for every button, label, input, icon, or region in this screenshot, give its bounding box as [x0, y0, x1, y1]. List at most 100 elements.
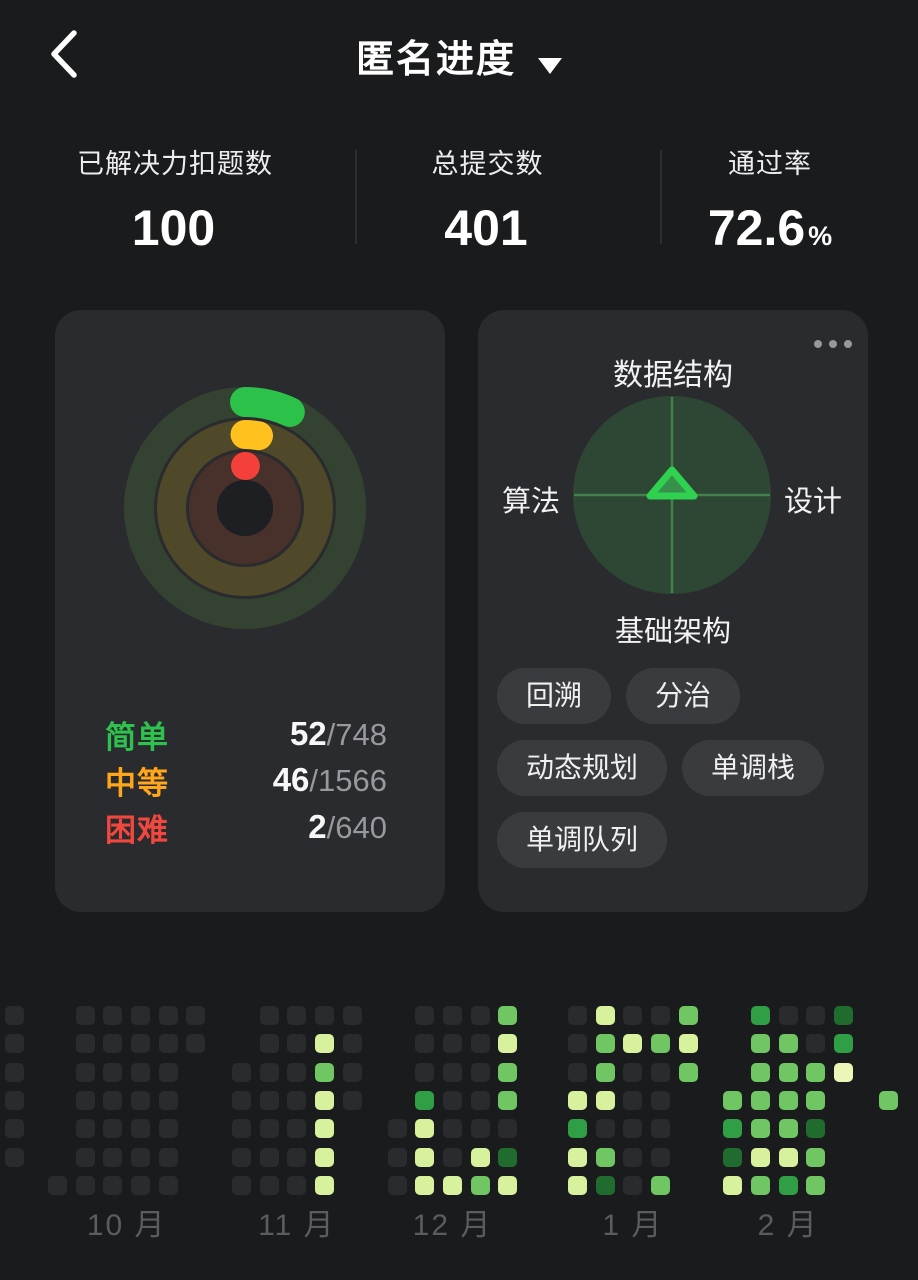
- heatmap-cell: [651, 1091, 670, 1111]
- heatmap-cell: [75, 1034, 95, 1054]
- tag-分治[interactable]: 分治: [626, 668, 741, 724]
- heatmap-cell: [315, 1147, 334, 1167]
- heatmap-cell: [387, 1176, 407, 1196]
- heatmap-cell: [287, 1119, 307, 1139]
- heatmap-cell: [498, 1147, 518, 1167]
- heatmap-cell: [415, 1176, 435, 1196]
- heatmap-cell: [259, 1147, 279, 1167]
- caret-down-icon: [538, 57, 562, 74]
- heatmap-cell: [833, 1006, 853, 1025]
- heatmap-cell: [443, 1062, 463, 1082]
- heatmap-cell: [750, 1119, 770, 1139]
- heatmap-cell: [186, 1006, 206, 1025]
- heatmap-cell: [287, 1091, 307, 1111]
- heatmap-cell: [623, 1034, 643, 1054]
- legend-label: 困难: [105, 812, 169, 848]
- legend-value: 46/1566: [272, 761, 387, 798]
- radar-label-bottom: 基础架构: [614, 616, 731, 648]
- heatmap-cell: [75, 1119, 95, 1139]
- heatmap-cell: [568, 1034, 587, 1054]
- stat-submissions: 总提交数 401: [345, 142, 630, 257]
- radar-chart: [573, 396, 771, 594]
- heatmap-cell: [48, 1176, 67, 1196]
- heatmap-cell: [75, 1176, 95, 1196]
- title-dropdown[interactable]: 匿名进度: [0, 28, 918, 83]
- heatmap-cell: [443, 1176, 463, 1196]
- heatmap-cell: [131, 1091, 150, 1111]
- heatmap-cell: [342, 1091, 362, 1111]
- stat-acceptance: 通过率 72.6%: [640, 142, 900, 257]
- tag-动态规划[interactable]: 动态规划: [497, 740, 668, 796]
- heatmap-cell: [315, 1034, 334, 1054]
- skills-radar-card: 数据结构 算法 设计 基础架构 回溯 分治 动态规划 单调栈 单调队列: [478, 310, 868, 912]
- heatmap-cell: [287, 1034, 307, 1054]
- legend-row: 简单 52/748: [105, 712, 387, 756]
- heatmap-cell: [387, 1147, 407, 1167]
- page-title: 匿名进度: [355, 39, 516, 81]
- heatmap-cell: [232, 1176, 251, 1196]
- heatmap-cell: [778, 1034, 798, 1054]
- header: 匿名进度: [0, 0, 918, 100]
- heatmap-cell: [470, 1091, 490, 1111]
- heatmap-cell: [568, 1006, 587, 1025]
- heatmap-cell: [498, 1062, 518, 1082]
- heatmap-cell: [723, 1119, 743, 1139]
- heatmap-cell: [5, 1147, 24, 1167]
- heatmap-cell: [443, 1091, 463, 1111]
- heatmap-cell: [623, 1147, 643, 1167]
- difficulty-card: 简单 52/748 中等 46/1566 困难 2/640: [55, 310, 445, 912]
- legend-label: 简单: [105, 719, 169, 755]
- heatmap-cell: [750, 1006, 770, 1025]
- heatmap-cell: [651, 1006, 670, 1025]
- heatmap-cell: [415, 1147, 435, 1167]
- heatmap-cell: [623, 1091, 643, 1111]
- heatmap-cell: [623, 1119, 643, 1139]
- heatmap-cell: [315, 1006, 334, 1025]
- tag-单调栈[interactable]: 单调栈: [682, 740, 825, 796]
- heatmap-cell: [342, 1034, 362, 1054]
- tag-单调队列[interactable]: 单调队列: [497, 812, 668, 868]
- heatmap-cell: [387, 1119, 407, 1139]
- heatmap-cell: [778, 1119, 798, 1139]
- heatmap-cell: [651, 1119, 670, 1139]
- heatmap-cell: [103, 1034, 123, 1054]
- heatmap-cell: [259, 1062, 279, 1082]
- heatmap-cell: [651, 1062, 670, 1082]
- stat-value: 401: [444, 200, 528, 256]
- heatmap-cell: [723, 1147, 743, 1167]
- heatmap-cell: [103, 1119, 123, 1139]
- heatmap-cell: [878, 1091, 898, 1111]
- legend-row: 困难 2/640: [105, 805, 387, 849]
- heatmap-cell: [651, 1147, 670, 1167]
- skill-tags: 回溯 分治动态规划 单调栈 单调队列: [497, 668, 853, 868]
- heatmap-cell: [470, 1147, 490, 1167]
- heatmap-month-label: 12 月: [412, 1209, 493, 1242]
- tag-回溯[interactable]: 回溯: [497, 668, 612, 724]
- heatmap-cell: [287, 1147, 307, 1167]
- stats-summary: 已解决力扣题数 100 总提交数 401 通过率 72.6%: [0, 142, 918, 262]
- heatmap-cell: [259, 1034, 279, 1054]
- heatmap-cell: [470, 1062, 490, 1082]
- heatmap-cell: [232, 1147, 251, 1167]
- heatmap-month-label: 11 月: [258, 1209, 336, 1242]
- heatmap-cell: [232, 1091, 251, 1111]
- heatmap-cell: [131, 1119, 150, 1139]
- heatmap-cell: [342, 1006, 362, 1025]
- more-button[interactable]: [814, 340, 858, 360]
- back-button[interactable]: [46, 28, 86, 80]
- heatmap-cell: [750, 1147, 770, 1167]
- legend-label: 中等: [105, 765, 169, 801]
- heatmap-cell: [315, 1062, 334, 1082]
- radar-label-right: 设计: [784, 486, 843, 518]
- heatmap-cell: [158, 1034, 178, 1054]
- heatmap-cell: [158, 1147, 178, 1167]
- heatmap-cell: [342, 1062, 362, 1082]
- heatmap-cell: [415, 1091, 435, 1111]
- heatmap-cell: [158, 1006, 178, 1025]
- heatmap-cell: [806, 1119, 826, 1139]
- heatmap-cell: [443, 1119, 463, 1139]
- heatmap-cell: [158, 1176, 178, 1196]
- heatmap-cell: [806, 1091, 826, 1111]
- heatmap-cell: [470, 1006, 490, 1025]
